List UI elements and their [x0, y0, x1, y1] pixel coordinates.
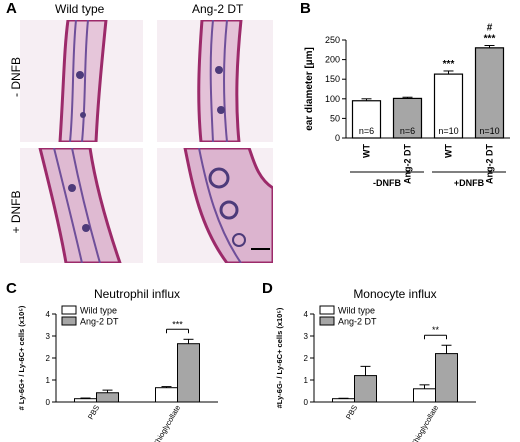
legend-label: Ang-2 DT [338, 317, 377, 327]
n-label: n=10 [438, 126, 458, 136]
x-tick-label: Ang-2 DT [485, 144, 495, 184]
y-tick-label: 2 [46, 354, 51, 363]
micrograph-ang2dt-plus-dnfb [157, 148, 273, 263]
chart-c: Neutrophil influx 0 1 2 3 4 # Ly-6G+ / Ly-6C+ … [17, 287, 218, 442]
legend-label: Wild type [80, 306, 117, 316]
bar [474, 47, 505, 139]
col-header-wild-type: Wild type [55, 2, 105, 16]
significance-label: *** [172, 319, 183, 329]
y-tick-label: 2 [304, 354, 309, 363]
legend-swatch [319, 316, 335, 326]
y-tick-label: 100 [325, 94, 340, 104]
panel-a-label: A [6, 0, 17, 17]
bar [74, 398, 97, 403]
y-axis-label: #Ly-6G- / Ly-6C+ cells (x10⁵) [275, 307, 284, 408]
legend-label: Wild type [338, 306, 375, 316]
chart-title: Neutrophil influx [94, 287, 180, 301]
n-label: n=6 [359, 126, 374, 136]
legend-swatch [319, 305, 335, 315]
y-tick-label: 3 [304, 332, 309, 341]
y-tick-label: 50 [330, 113, 340, 123]
x-tick-label: WT [444, 144, 454, 158]
x-tick-label: Ang-2 DT [403, 144, 413, 184]
group-label: +DNFB [454, 178, 485, 188]
y-tick-label: 0 [46, 398, 51, 407]
legend-label: Ang-2 DT [80, 317, 119, 327]
y-axis-label: ear diameter [µm] [304, 47, 315, 131]
y-tick-label: 4 [304, 310, 309, 319]
panel-b-label: B [300, 0, 311, 17]
micrograph-wt-plus-dnfb [20, 148, 143, 263]
micrograph-wt-minus-dnfb [20, 20, 143, 142]
y-tick-label: 1 [304, 376, 309, 385]
y-tick-label: 0 [304, 398, 309, 407]
y-tick-label: 3 [46, 332, 51, 341]
x-tick-label: Thioglycollate [152, 404, 183, 442]
y-tick-label: 200 [325, 55, 340, 65]
chart-d: Monocyte influx 0 1 2 3 4 #Ly-6G- / Ly-6C+ cel… [275, 287, 476, 442]
micrograph-ang2dt-minus-dnfb [157, 20, 273, 142]
y-tick-label: 1 [46, 376, 51, 385]
y-axis-label: # Ly-6G+ / Ly-6C+ cells (x10⁵) [17, 305, 26, 410]
y-tick-label: 0 [335, 133, 340, 143]
x-tick-label: WT [362, 144, 372, 158]
x-tick-label: PBS [344, 404, 359, 422]
bar [332, 398, 355, 403]
col-header-ang2dt: Ang-2 DT [192, 2, 244, 16]
chart-title: Monocyte influx [353, 287, 436, 301]
panel-d-label: D [262, 280, 273, 297]
significance-label-2: # [487, 22, 493, 33]
bar [96, 392, 119, 403]
panel-c-label: C [6, 280, 17, 297]
bar [155, 387, 178, 403]
significance-label: *** [484, 33, 496, 44]
x-tick-label: PBS [86, 404, 101, 422]
y-tick-label: 250 [325, 35, 340, 45]
n-label: n=6 [400, 126, 415, 136]
group-label: -DNFB [373, 178, 401, 188]
legend-swatch [61, 316, 77, 326]
bar [413, 388, 436, 403]
y-tick-label: 4 [46, 310, 51, 319]
significance-label: *** [443, 59, 455, 70]
significance-label: ** [432, 325, 440, 335]
bar [354, 375, 377, 403]
chart-b: 0 50 100 150 200 250 ear diameter [µm] n=6 WT n=6… [304, 22, 510, 188]
y-tick-label: 150 [325, 74, 340, 84]
legend-swatch [61, 305, 77, 315]
bar [177, 343, 200, 403]
x-tick-label: Thioglycollate [410, 404, 441, 442]
n-label: n=10 [479, 126, 499, 136]
bar [392, 97, 423, 139]
bar [435, 353, 458, 403]
bar [433, 73, 464, 139]
